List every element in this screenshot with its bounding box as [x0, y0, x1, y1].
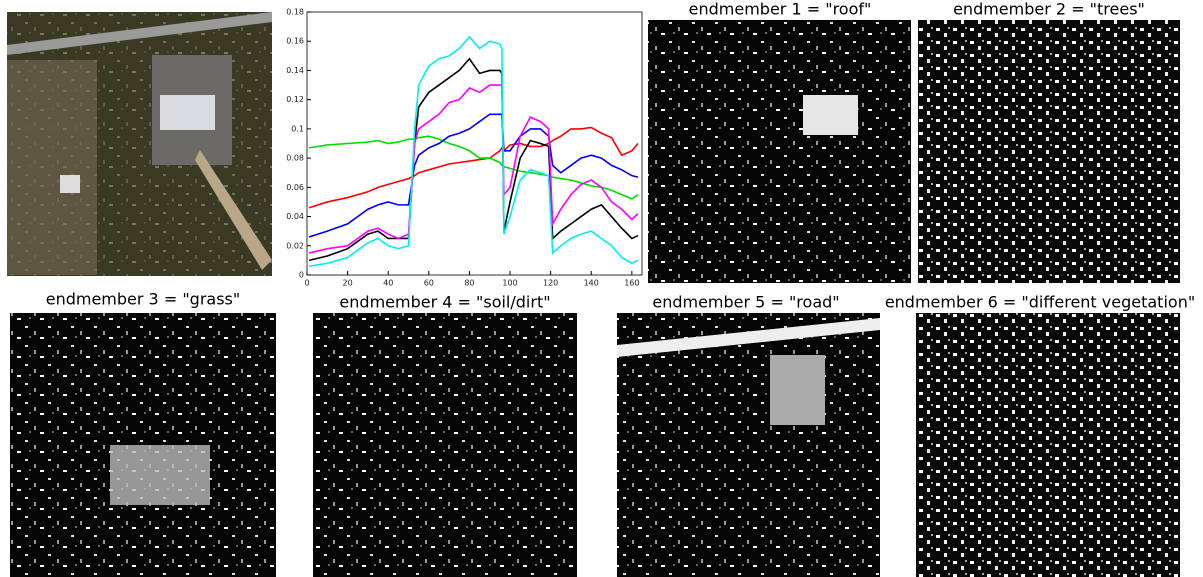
y-tick-label: 0.16 — [286, 37, 304, 46]
y-tick-label: 0.14 — [286, 66, 304, 75]
map-title: endmember 5 = "road" — [652, 293, 839, 312]
map-title: endmember 4 = "soil/dirt" — [339, 293, 550, 312]
x-tick-label: 140 — [584, 279, 599, 288]
x-tick-label: 0 — [304, 279, 309, 288]
y-tick-label: 0.02 — [286, 241, 304, 250]
x-tick-label: 120 — [543, 279, 558, 288]
x-tick-label: 100 — [502, 279, 517, 288]
y-tick-label: 0.06 — [286, 183, 304, 192]
abundance-map — [918, 20, 1180, 283]
figure: endmember 1 = "roof" endmember 2 = "tree… — [0, 0, 1203, 577]
y-tick-label: 0.08 — [286, 154, 304, 163]
x-tick-label: 40 — [383, 279, 393, 288]
abundance-map — [313, 313, 577, 577]
abundance-map — [803, 95, 858, 135]
y-tick-label: 0.18 — [286, 8, 304, 17]
abundance-map — [110, 445, 210, 505]
y-tick-label: 0.1 — [291, 124, 304, 133]
y-tick-label: 0.04 — [286, 212, 304, 221]
y-tick-label: 0.12 — [286, 95, 304, 104]
abundance-map — [770, 355, 825, 425]
map-title: endmember 1 = "roof" — [689, 0, 872, 19]
spectra-chart: 0 0.02 0.04 0.06 0.08 0.1 0.12 0.14 0.16 0.18 0 20 4… — [286, 8, 642, 288]
map-title: endmember 3 = "grass" — [46, 290, 241, 309]
x-tick-label: 160 — [624, 279, 639, 288]
x-tick-label: 60 — [424, 279, 434, 288]
map-title: endmember 2 = "trees" — [953, 0, 1145, 19]
abundance-map — [648, 20, 911, 283]
x-tick-label: 80 — [464, 279, 474, 288]
rgb-image — [7, 12, 272, 276]
y-tick-label: 0 — [299, 271, 304, 280]
x-tick-label: 20 — [343, 279, 353, 288]
abundance-map — [916, 313, 1180, 577]
map-title: endmember 6 = "different vegetation" — [885, 293, 1195, 312]
